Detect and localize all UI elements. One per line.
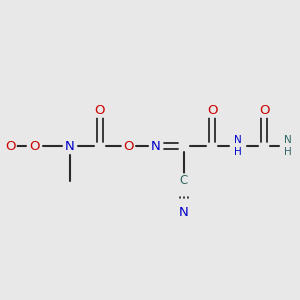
Text: O: O <box>207 103 217 117</box>
Text: N: N <box>151 140 161 153</box>
Text: N
H: N H <box>284 135 292 157</box>
Text: C: C <box>180 174 188 188</box>
Text: N: N <box>179 206 189 220</box>
Text: N
H: N H <box>234 135 242 157</box>
Text: O: O <box>29 140 40 153</box>
Text: O: O <box>5 140 16 153</box>
Text: O: O <box>95 103 105 117</box>
Text: N: N <box>65 140 75 153</box>
Text: O: O <box>259 103 269 117</box>
Text: O: O <box>123 140 133 153</box>
